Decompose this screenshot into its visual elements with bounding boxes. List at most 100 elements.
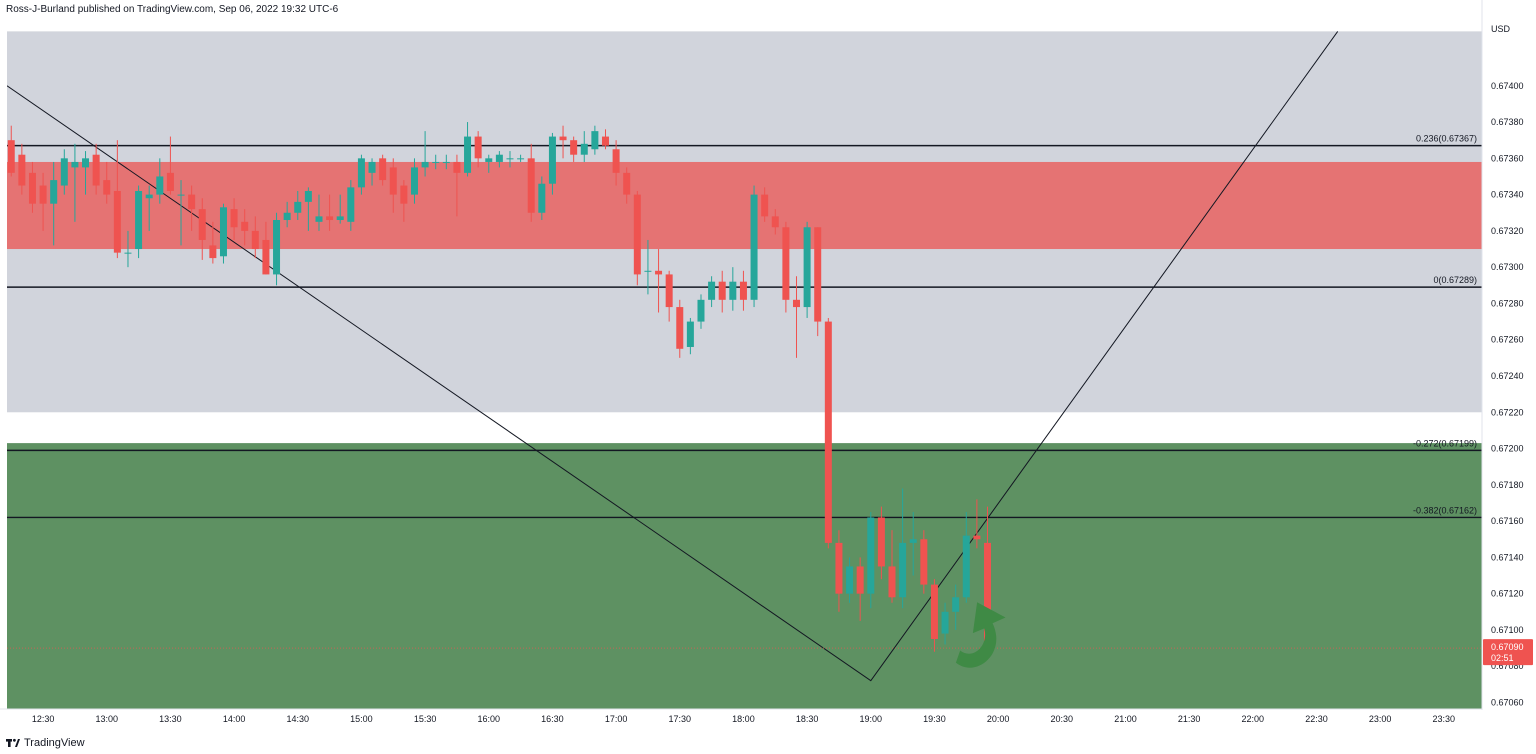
candle-body: [368, 161, 376, 173]
candle-body: [962, 535, 970, 598]
candle-body: [177, 194, 185, 196]
candle-body: [771, 216, 779, 228]
price-badge-value: 0.67090: [1491, 642, 1524, 652]
y-tick-label: 0.67160: [1491, 516, 1524, 526]
candle: [315, 194, 323, 231]
candle: [527, 143, 535, 222]
candle-body: [644, 270, 652, 272]
candle: [18, 143, 26, 195]
candle-body: [718, 281, 726, 300]
candle: [782, 221, 790, 313]
candle: [209, 221, 217, 264]
candle-body: [241, 221, 249, 231]
y-tick-label: 0.67180: [1491, 480, 1524, 490]
price-chart[interactable]: 0.236(0.67367) 0(0.67289) -0.272(0.67199) -…: [0, 0, 1536, 732]
candle: [962, 512, 970, 603]
tradingview-brand-text: TradingView: [24, 737, 85, 749]
candle: [336, 194, 344, 224]
x-tick-label: 16:00: [477, 714, 500, 724]
candle-body: [867, 517, 875, 594]
candle-body: [856, 566, 864, 594]
candle: [888, 530, 896, 603]
candle: [326, 194, 334, 231]
candle-body: [708, 281, 716, 300]
candle: [601, 129, 609, 150]
candle: [92, 143, 100, 195]
x-tick-label: 20:00: [987, 714, 1010, 724]
candle: [930, 579, 938, 652]
candle: [676, 299, 684, 358]
candle-body: [580, 143, 588, 155]
candle: [177, 180, 185, 246]
candle-body: [103, 180, 111, 195]
candle-body: [421, 161, 429, 168]
candle: [50, 161, 58, 246]
candle-body: [909, 539, 917, 543]
candle: [113, 140, 121, 259]
candle-body: [294, 201, 302, 213]
candle: [241, 209, 249, 246]
candle: [188, 185, 196, 231]
candle-body: [495, 154, 503, 162]
candle: [389, 158, 397, 213]
candle: [761, 187, 769, 222]
candle: [814, 227, 822, 337]
attribution-text: Ross-J-Burland published on TradingView.…: [6, 4, 339, 15]
candle-body: [389, 167, 397, 195]
candle-body: [464, 136, 472, 173]
candle: [368, 158, 376, 186]
candle-body: [273, 220, 281, 275]
candle: [835, 530, 843, 612]
candle: [347, 180, 355, 231]
curved-arrow-icon: [955, 602, 1006, 668]
x-tick-label: 18:30: [796, 714, 819, 724]
candle-body: [198, 209, 206, 240]
candle-body: [336, 216, 344, 221]
candle-body: [315, 216, 323, 222]
candle-body: [846, 566, 854, 594]
candle: [538, 176, 546, 221]
candle: [665, 270, 673, 322]
candle-body: [283, 212, 291, 221]
candle-body: [517, 158, 525, 160]
candle: [273, 212, 281, 286]
x-tick-label: 13:00: [95, 714, 118, 724]
candle: [495, 151, 503, 168]
y-tick-label: 0.67220: [1491, 407, 1524, 417]
candle-body: [304, 190, 312, 202]
candle-body: [400, 185, 408, 204]
x-tick-label: 21:00: [1114, 714, 1137, 724]
candle-body: [230, 209, 238, 228]
candle: [294, 190, 302, 221]
price-axis: USD 0.67400 0.67380 0.67360 0.67340 0.67320 0.…: [1481, 0, 1533, 710]
candle: [803, 221, 811, 318]
candle: [548, 132, 556, 195]
candle: [655, 249, 663, 313]
y-tick-label: 0.67340: [1491, 190, 1524, 200]
candle: [517, 154, 525, 162]
candle: [464, 122, 472, 177]
candle-body: [591, 131, 599, 150]
candle-body: [750, 194, 758, 300]
candle-body: [82, 158, 90, 168]
candle: [686, 317, 694, 355]
candle: [166, 136, 174, 195]
x-tick-label: 14:00: [223, 714, 246, 724]
y-tick-label: 0.67360: [1491, 153, 1524, 163]
publisher-attribution: Ross-J-Burland published on TradingView.…: [6, 4, 338, 15]
candle-body: [633, 194, 641, 275]
x-tick-label: 16:30: [541, 714, 564, 724]
candle-body: [527, 158, 535, 213]
x-tick-label: 19:00: [860, 714, 883, 724]
y-tick-label: 0.67140: [1491, 552, 1524, 562]
candle: [623, 167, 631, 204]
chart-canvas[interactable]: 0.236(0.67367) 0(0.67289) -0.272(0.67199) -…: [0, 0, 1536, 732]
y-tick-label: 0.67280: [1491, 298, 1524, 308]
candle-body: [347, 187, 355, 222]
candle: [453, 154, 461, 217]
candle-body: [50, 180, 58, 204]
candle-body: [28, 172, 36, 204]
footer-brand: TradingView: [6, 735, 85, 751]
candle: [432, 154, 440, 170]
